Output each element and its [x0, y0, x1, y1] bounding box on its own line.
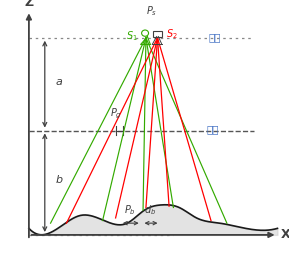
Text: 光栅: 光栅 — [207, 124, 219, 134]
Text: Z: Z — [24, 0, 34, 9]
Text: $P_b$: $P_b$ — [124, 203, 136, 217]
Text: $d_b$: $d_b$ — [144, 203, 156, 217]
Bar — [153, 31, 162, 37]
Text: $P_s$: $P_s$ — [146, 4, 157, 18]
Text: $P_g$: $P_g$ — [110, 107, 122, 121]
Text: $S_2$: $S_2$ — [166, 27, 178, 41]
Text: $b$: $b$ — [55, 173, 64, 185]
Text: $a$: $a$ — [55, 77, 63, 87]
Text: X: X — [280, 228, 289, 241]
Text: 光源: 光源 — [208, 32, 221, 42]
Text: $S_1$: $S_1$ — [126, 30, 138, 43]
